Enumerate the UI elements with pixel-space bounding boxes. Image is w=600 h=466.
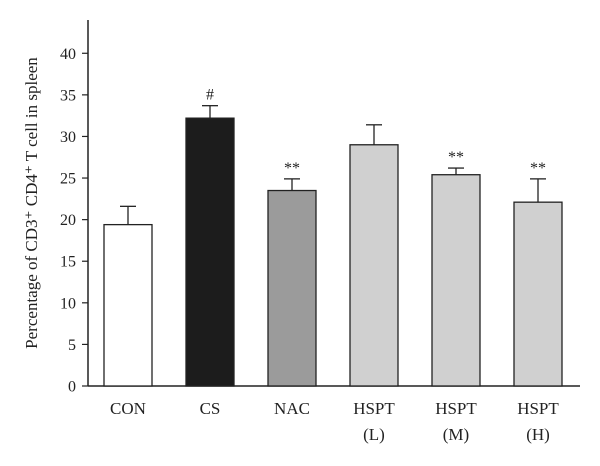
- significance-marker: #: [206, 87, 214, 104]
- x-category-label: HSPT (H): [517, 399, 559, 444]
- y-tick-label: 5: [68, 337, 76, 354]
- x-category-label: HSPT (L): [353, 399, 395, 444]
- bar-nac: [267, 189, 317, 387]
- y-tick-label: 30: [60, 129, 76, 146]
- error-bars: [120, 105, 546, 225]
- y-tick-label: 15: [60, 254, 76, 271]
- significance-markers: # ** ** **: [206, 87, 546, 177]
- y-tick-label: 10: [60, 295, 76, 312]
- y-tick-label: 0: [68, 379, 76, 396]
- x-category-label: NAC: [274, 399, 310, 418]
- y-tick-label: 25: [60, 171, 76, 188]
- y-tick-label: 35: [60, 87, 76, 104]
- x-category-label: CON: [110, 399, 146, 418]
- x-category-labels: CON CS NAC HSPT (L) HSPT (M) HSPT (H): [110, 399, 559, 444]
- significance-marker: **: [448, 149, 464, 166]
- error-bar: [120, 205, 136, 225]
- bar-hspt-l: [349, 144, 399, 387]
- y-tick-label: 20: [60, 212, 76, 229]
- significance-marker: **: [530, 160, 546, 177]
- y-ticks: 0 5 10 15 20 25 30 35 40: [60, 46, 88, 396]
- error-bar: [202, 105, 218, 119]
- y-axis-title: Percentage of CD3⁺ CD4⁺ T cell in spleen: [22, 57, 41, 349]
- bar-hspt-h: [513, 201, 563, 387]
- x-category-label: CS: [200, 399, 221, 418]
- significance-marker: **: [284, 160, 300, 177]
- x-category-label: HSPT (M): [435, 399, 477, 444]
- error-bar: [284, 178, 300, 191]
- error-bar: [530, 178, 546, 203]
- bar-hspt-m: [431, 174, 481, 387]
- bar-con: [103, 223, 153, 387]
- y-tick-label: 40: [60, 46, 76, 63]
- bars: [103, 117, 563, 387]
- error-bar: [366, 124, 382, 145]
- error-bar: [448, 167, 464, 175]
- bar-cs: [185, 117, 235, 387]
